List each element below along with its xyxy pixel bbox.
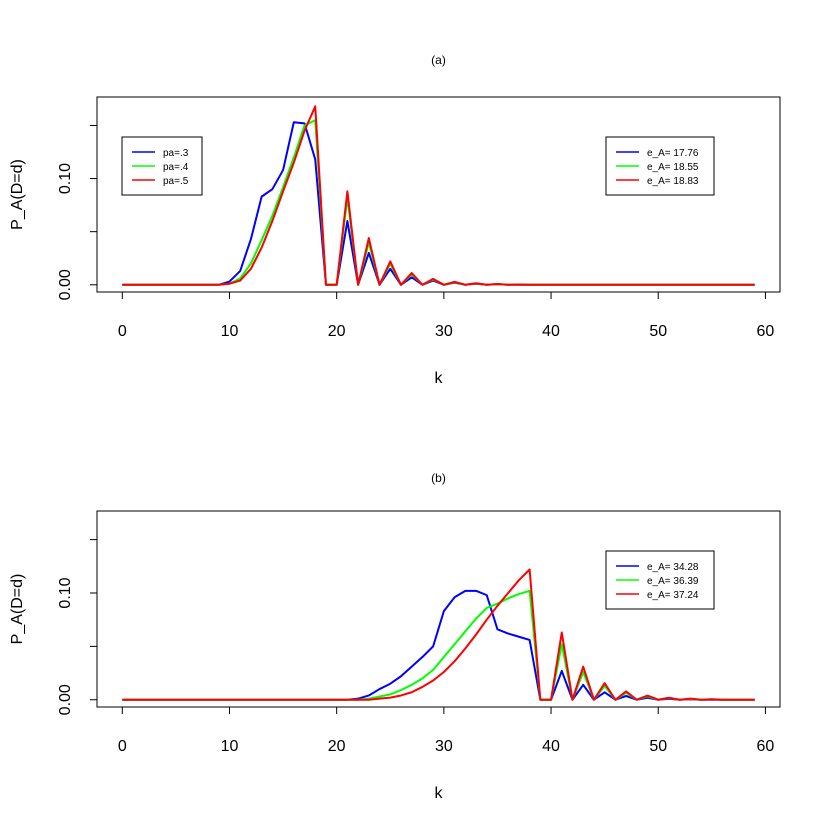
plot-frame (96, 510, 781, 708)
legend-entry-label: e_A= 34.28 (647, 562, 699, 573)
x-tick-label: 50 (649, 323, 667, 340)
chart-title: (b) (431, 471, 446, 485)
legend-entry-label: pa=.3 (163, 148, 189, 159)
y-tick-label: 0.00 (57, 684, 74, 715)
x-tick-label: 50 (649, 738, 667, 755)
legend-entry-label: e_A= 36.39 (647, 576, 699, 587)
y-axis-label: P_A(D=d) (9, 159, 26, 230)
x-tick-label: 40 (542, 323, 560, 340)
legend-entry-label: pa=.4 (163, 162, 189, 173)
series-line-3 (122, 568, 755, 701)
x-tick-label: 20 (328, 323, 346, 340)
y-tick-label: 0.10 (57, 163, 74, 194)
x-tick-label: 0 (118, 323, 127, 340)
x-axis-label: k (435, 785, 444, 802)
panel-b: (b) 0 10 20 30 40 50 60 k 0.00 0.10 P_A(D=d) e_A= 34… (9, 471, 781, 802)
legend-top-right: e_A= 17.76 e_A= 18.55 e_A= 18.83 (605, 136, 715, 196)
panel-a: (a)0 10 20 30 40 50 60k0.000.10P_A(D=d)pa=.3pa… (9, 53, 781, 387)
legend-frame (605, 136, 715, 196)
legend-entry-label: pa=.5 (163, 176, 189, 187)
legend-top-left: pa=.3 pa=.4 pa=.5 (121, 136, 203, 196)
y-axis-label: P_A(D=d) (9, 574, 26, 645)
x-tick-label: 30 (435, 323, 453, 340)
legend-entry-label: e_A= 18.55 (647, 162, 699, 173)
x-tick-label: 0 (118, 738, 127, 755)
legend-entry-label: e_A= 18.83 (647, 176, 699, 187)
y-tick-label: 0.10 (57, 577, 74, 608)
x-tick-label: 10 (221, 323, 239, 340)
x-tick-label: 20 (328, 738, 346, 755)
plot-frame (96, 96, 781, 293)
x-tick-label: 40 (542, 738, 560, 755)
series-line-3 (122, 105, 755, 286)
legend-entry-label: e_A= 17.76 (647, 148, 699, 159)
x-tick-label: 30 (435, 738, 453, 755)
x-tick-label: 10 (221, 738, 239, 755)
x-tick-label: 60 (757, 323, 775, 340)
chart-title: (a) (431, 53, 446, 67)
legend-top-right: e_A= 34.28 e_A= 36.39 e_A= 37.24 (605, 550, 715, 610)
legend-entry-label: e_A= 37.24 (647, 590, 699, 601)
x-axis-label: k (435, 370, 444, 387)
y-tick-label: 0.00 (57, 269, 74, 300)
x-tick-label: 60 (757, 738, 775, 755)
